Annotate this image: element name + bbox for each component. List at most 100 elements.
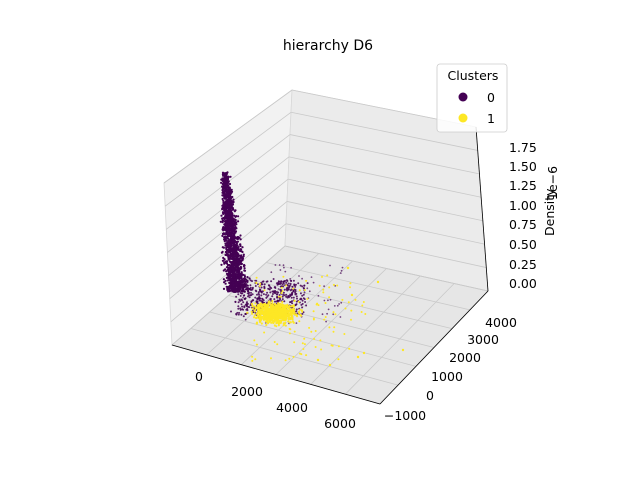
point-cluster-0 bbox=[260, 290, 263, 293]
point-cluster-0 bbox=[289, 294, 292, 297]
point-cluster-0 bbox=[230, 278, 234, 281]
point-cluster-0 bbox=[226, 178, 229, 181]
point-cluster-0 bbox=[229, 199, 232, 202]
y-tick-2: 1000 bbox=[431, 369, 463, 384]
point-cluster-1 bbox=[350, 309, 353, 312]
z-tick-3: 0.75 bbox=[509, 217, 537, 232]
point-cluster-0 bbox=[265, 293, 268, 296]
legend: Clusters 0 1 bbox=[436, 63, 508, 133]
point-cluster-1 bbox=[317, 304, 320, 307]
z-tick-6: 1.50 bbox=[509, 159, 537, 174]
point-cluster-0 bbox=[290, 293, 293, 296]
point-cluster-0 bbox=[240, 274, 243, 277]
y-tick-0: −1000 bbox=[384, 408, 426, 423]
point-cluster-0 bbox=[228, 285, 232, 288]
point-cluster-1 bbox=[285, 313, 288, 316]
point-cluster-0 bbox=[234, 230, 238, 233]
z-tick-4: 1.00 bbox=[509, 198, 537, 213]
point-cluster-0 bbox=[225, 190, 228, 193]
point-cluster-0 bbox=[234, 221, 237, 224]
point-cluster-0 bbox=[231, 206, 234, 209]
point-cluster-0 bbox=[230, 191, 233, 194]
point-cluster-1 bbox=[328, 286, 331, 289]
point-cluster-1 bbox=[251, 355, 254, 358]
point-cluster-1 bbox=[270, 357, 272, 360]
y-axis-line bbox=[379, 290, 489, 405]
point-cluster-0 bbox=[300, 297, 302, 300]
point-cluster-1 bbox=[347, 301, 350, 304]
point-cluster-1 bbox=[277, 303, 280, 306]
point-cluster-0 bbox=[219, 220, 222, 223]
point-cluster-0 bbox=[231, 273, 234, 276]
point-cluster-1 bbox=[259, 303, 261, 306]
point-cluster-0 bbox=[243, 267, 246, 270]
point-cluster-1 bbox=[273, 310, 277, 313]
point-cluster-1 bbox=[253, 310, 256, 313]
point-cluster-0 bbox=[226, 254, 229, 257]
point-cluster-0 bbox=[329, 298, 332, 301]
point-cluster-1 bbox=[299, 308, 301, 311]
point-cluster-0 bbox=[275, 300, 278, 303]
point-cluster-1 bbox=[298, 312, 301, 315]
point-cluster-0 bbox=[302, 287, 305, 289]
point-cluster-0 bbox=[244, 290, 246, 293]
point-cluster-0 bbox=[224, 181, 227, 184]
point-cluster-0 bbox=[276, 296, 279, 299]
point-cluster-0 bbox=[230, 250, 233, 253]
point-cluster-1 bbox=[263, 289, 266, 292]
point-cluster-0 bbox=[222, 287, 226, 290]
point-cluster-0 bbox=[256, 283, 259, 286]
point-cluster-1 bbox=[314, 330, 317, 332]
point-cluster-0 bbox=[241, 286, 244, 289]
point-cluster-0 bbox=[224, 253, 227, 256]
point-cluster-1 bbox=[314, 346, 317, 348]
point-cluster-1 bbox=[265, 304, 268, 307]
point-cluster-0 bbox=[221, 219, 224, 222]
z-tick-1: 0.25 bbox=[509, 257, 537, 272]
point-cluster-0 bbox=[224, 196, 227, 199]
point-cluster-1 bbox=[259, 282, 262, 285]
point-cluster-1 bbox=[263, 331, 266, 334]
point-cluster-0 bbox=[245, 284, 248, 287]
point-cluster-0 bbox=[249, 286, 252, 289]
point-cluster-1 bbox=[270, 319, 273, 322]
point-cluster-1 bbox=[255, 281, 258, 284]
point-cluster-0 bbox=[273, 298, 276, 301]
point-cluster-0 bbox=[289, 289, 292, 292]
point-cluster-0 bbox=[239, 244, 242, 248]
point-cluster-0 bbox=[239, 308, 242, 311]
point-cluster-1 bbox=[268, 300, 271, 303]
point-cluster-0 bbox=[231, 257, 234, 261]
point-cluster-1 bbox=[275, 325, 278, 328]
point-cluster-0 bbox=[246, 309, 249, 312]
point-cluster-0 bbox=[231, 240, 234, 243]
point-cluster-0 bbox=[339, 316, 342, 318]
point-cluster-1 bbox=[254, 308, 257, 311]
point-cluster-1 bbox=[251, 304, 254, 307]
point-cluster-0 bbox=[237, 215, 240, 218]
point-cluster-0 bbox=[232, 223, 235, 226]
point-cluster-1 bbox=[331, 344, 334, 347]
point-cluster-0 bbox=[229, 269, 233, 272]
point-cluster-0 bbox=[226, 196, 229, 199]
point-cluster-1 bbox=[258, 309, 261, 313]
point-cluster-1 bbox=[288, 332, 291, 335]
point-cluster-0 bbox=[281, 283, 284, 286]
point-cluster-1 bbox=[262, 318, 265, 321]
point-cluster-0 bbox=[223, 240, 226, 243]
point-cluster-1 bbox=[284, 324, 287, 327]
point-cluster-1 bbox=[279, 314, 282, 318]
point-cluster-0 bbox=[301, 285, 304, 288]
point-cluster-0 bbox=[340, 301, 343, 304]
point-cluster-1 bbox=[303, 337, 306, 340]
point-cluster-0 bbox=[229, 196, 233, 199]
point-cluster-0 bbox=[224, 175, 227, 178]
point-cluster-0 bbox=[301, 299, 304, 302]
point-cluster-1 bbox=[336, 284, 339, 287]
point-cluster-0 bbox=[283, 294, 286, 297]
point-cluster-0 bbox=[228, 266, 231, 269]
point-cluster-0 bbox=[224, 282, 227, 285]
point-cluster-1 bbox=[278, 322, 281, 325]
point-cluster-1 bbox=[288, 316, 291, 319]
point-cluster-1 bbox=[265, 323, 268, 327]
